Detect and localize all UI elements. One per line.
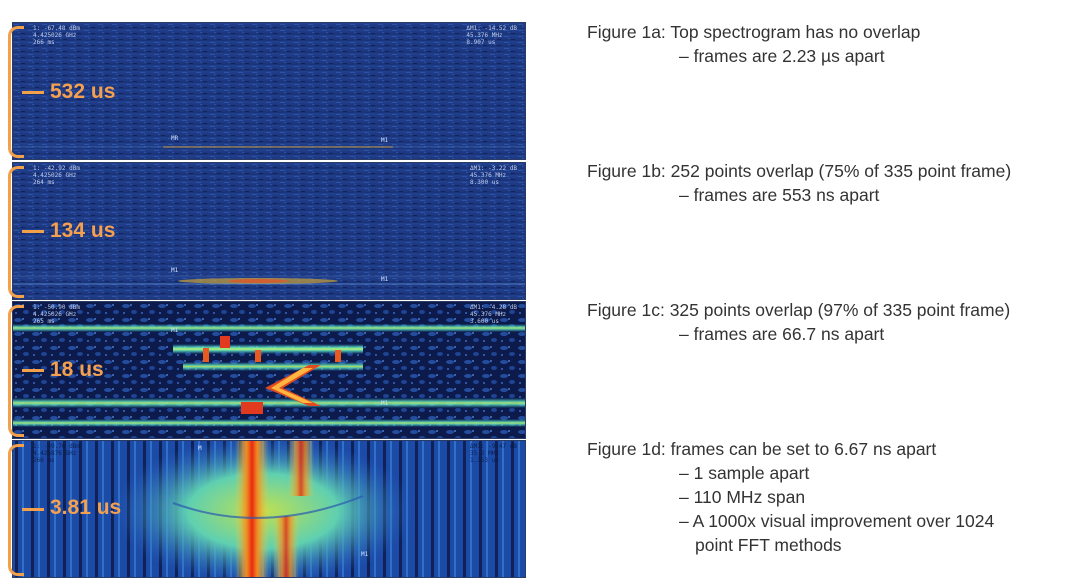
spectrogram-1d: 1: -49.76 dBm 4.426876 GHz 266 ms ΔM1: -9.…: [12, 440, 526, 578]
marker-label: M1: [381, 276, 389, 283]
readout-right-1b: ΔM1: -3.22 dB 45.376 MHz 8.300 us: [470, 165, 517, 186]
readout-left-1b: 1: -42.92 dBm 4.425026 GHz 264 ms: [33, 165, 80, 186]
duration-brace-1b: [8, 166, 24, 298]
spectrogram-1a: 1: -67.48 dBm 4.425026 GHz 266 ms ΔM1: -14…: [12, 22, 526, 160]
caption-line: – frames are 2.23 µs apart: [679, 46, 885, 66]
marker-label: M1: [361, 551, 369, 558]
duration-label-1c: 18 us: [50, 358, 104, 381]
marker-label: MR: [171, 135, 179, 142]
caption-label: Figure 1b:: [587, 161, 666, 181]
readout-left-1d: 1: -49.76 dBm 4.426876 GHz 266 ms: [33, 443, 80, 464]
readout-left-1a: 1: -67.48 dBm 4.425026 GHz 266 ms: [33, 25, 80, 46]
caption-1c: Figure 1c: 325 points overlap (97% of 33…: [587, 298, 1010, 346]
marker-label: M1: [171, 327, 179, 334]
readout-right-1a: ΔM1: -14.52 dB 45.376 MHz 8.907 us: [466, 25, 517, 46]
marker-label: M1: [381, 400, 389, 407]
spectrogram-1d-image: [13, 441, 525, 577]
caption-line: point FFT methods: [695, 535, 842, 555]
spectrogram-1c: 1: -50.90 dBm 4.425026 GHz 265 ms ΔM1: -4.…: [12, 301, 526, 439]
spectrogram-1c-image: [13, 302, 525, 438]
caption-main: Top spectrogram has no overlap: [670, 22, 921, 42]
caption-line: – 1 sample apart: [679, 463, 810, 483]
marker-label: M: [198, 445, 202, 452]
caption-main: 252 points overlap (75% of 335 point fra…: [670, 161, 1012, 181]
caption-main: 325 points overlap (97% of 335 point fra…: [669, 300, 1011, 320]
caption-1d: Figure 1d: frames can be set to 6.67 ns …: [587, 437, 994, 557]
duration-label-1a: 532 us: [50, 80, 116, 103]
brace-tick: [22, 230, 44, 233]
duration-brace-1d: [8, 444, 24, 576]
caption-label: Figure 1c:: [587, 300, 665, 320]
caption-main: frames can be set to 6.67 ns apart: [670, 439, 937, 459]
duration-label-1d: 3.81 us: [50, 496, 122, 519]
marker-label: M1: [381, 137, 389, 144]
caption-line: – A 1000x visual improvement over 1024: [679, 511, 995, 531]
marker-label: M1: [171, 267, 179, 274]
readout-right-1d: ΔM1: -9.47 dB 35.2 MHz 1.353 us: [470, 443, 517, 464]
brace-tick: [22, 369, 44, 372]
caption-line: – 110 MHz span: [679, 487, 806, 507]
duration-label-1b: 134 us: [50, 219, 116, 242]
duration-brace-1c: [8, 305, 24, 437]
caption-line: – frames are 66.7 ns apart: [679, 324, 885, 344]
readout-left-1c: 1: -50.90 dBm 4.425026 GHz 265 ms: [33, 304, 80, 325]
caption-label: Figure 1d:: [587, 439, 666, 459]
caption-1b: Figure 1b: 252 points overlap (75% of 33…: [587, 159, 1011, 207]
spectrogram-1b: 1: -42.92 dBm 4.425026 GHz 264 ms ΔM1: -3.…: [12, 162, 526, 300]
brace-tick: [22, 91, 44, 94]
spectrogram-1b-image: [13, 163, 525, 299]
duration-brace-1a: [8, 26, 24, 158]
caption-1a: Figure 1a: Top spectrogram has no overla…: [587, 20, 920, 68]
caption-line: – frames are 553 ns apart: [679, 185, 880, 205]
spectrogram-1a-image: [13, 23, 525, 159]
readout-right-1c: ΔM1: -4.28 dB 45.376 MHz 3.600 us: [470, 304, 517, 325]
brace-tick: [22, 508, 44, 511]
caption-label: Figure 1a:: [587, 22, 666, 42]
